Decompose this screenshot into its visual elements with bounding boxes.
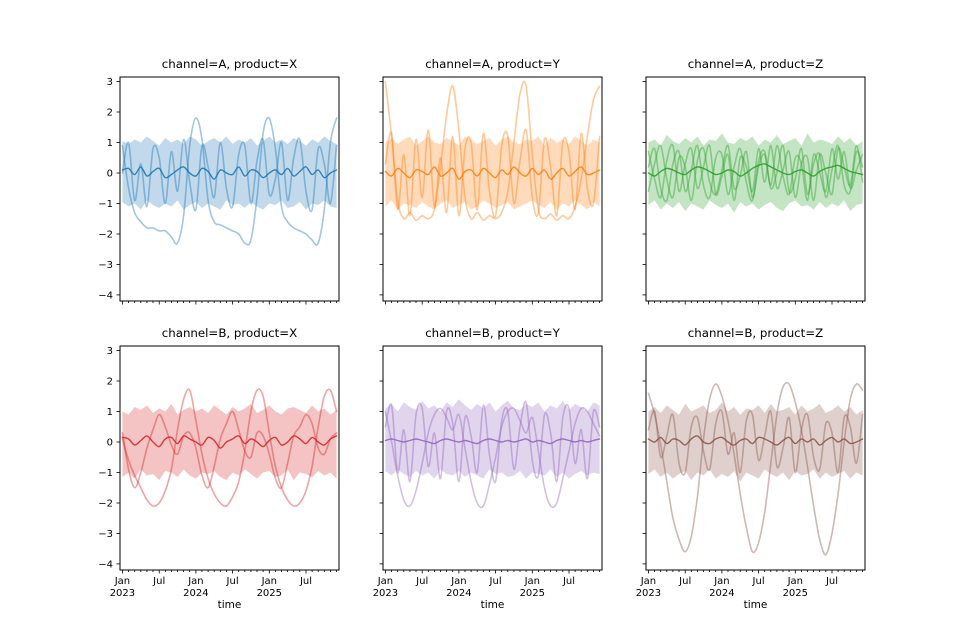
x-tick-label: Jan — [713, 576, 729, 587]
x-tick-label: Jan — [377, 576, 393, 587]
x-tick-label: Jan — [450, 576, 466, 587]
y-tick-label: −2 — [98, 499, 113, 510]
x-tick-label: Jul — [752, 576, 765, 587]
y-tick-label: 0 — [107, 438, 113, 449]
subplot-title-channel-b-product-z: channel=B, product=Z — [687, 326, 824, 340]
axes-frame — [119, 345, 340, 571]
x-axis-label: time — [743, 599, 768, 611]
series-seasonal-2 — [121, 137, 338, 213]
x-tick-label: Jul — [562, 576, 575, 587]
series-seasonal-3 — [647, 143, 864, 202]
subplot-1 — [379, 76, 603, 305]
x-tick-label: Jan — [787, 576, 803, 587]
uncertainty-band — [648, 133, 863, 213]
x-tick-label: Jan — [114, 576, 130, 587]
x-tick-label: Jul — [226, 576, 239, 587]
axes-frame — [382, 76, 603, 302]
x-tick-label-year: 2024 — [709, 588, 734, 599]
series-mean — [121, 435, 338, 449]
x-tick-label: Jan — [640, 576, 656, 587]
series-seasonal-1 — [647, 144, 864, 203]
x-tick-label: Jan — [261, 576, 277, 587]
x-tick-label-year: 2025 — [257, 588, 282, 599]
y-tick-label: −4 — [98, 290, 113, 301]
series-seasonal-2 — [384, 400, 601, 484]
series-mean — [384, 438, 601, 445]
subplot-title-channel-a-product-y: channel=A, product=Y — [425, 57, 560, 71]
y-tick-label: −4 — [98, 559, 113, 570]
x-tick-label: Jul — [489, 576, 502, 587]
y-tick-label: −3 — [98, 260, 113, 271]
uncertainty-band — [385, 136, 600, 210]
subplot-title-channel-b-product-x: channel=B, product=X — [161, 326, 298, 340]
x-tick-label-year: 2024 — [446, 588, 471, 599]
y-tick-label: 1 — [107, 138, 113, 149]
series-mean — [647, 435, 864, 446]
subplot-0: 3 2 1 0 −1 −2 −3 −4 — [98, 76, 340, 305]
series-seasonal-1 — [647, 381, 864, 556]
y-tick-label: 0 — [107, 169, 113, 180]
series-seasonal-2 — [384, 128, 601, 219]
y-tick-label: 1 — [107, 407, 113, 418]
uncertainty-band — [122, 403, 337, 481]
x-tick-label-year: 2023 — [373, 588, 398, 599]
axes-frame — [119, 76, 340, 302]
uncertainty-band — [648, 402, 863, 482]
axes-frame — [645, 345, 866, 571]
series-seasonal-2 — [647, 144, 864, 202]
x-axis-label: time — [480, 599, 505, 611]
series-mean — [647, 163, 864, 177]
series-seasonal-1 — [121, 388, 338, 508]
x-tick-label-year: 2023 — [110, 588, 135, 599]
series-seasonal-2 — [647, 409, 864, 476]
x-tick-label: Jan — [524, 576, 540, 587]
subplot-title-channel-b-product-y: channel=B, product=Y — [425, 326, 560, 340]
y-tick-label: −2 — [98, 230, 113, 241]
series-mean — [121, 166, 338, 180]
axes-frame — [382, 345, 603, 571]
x-tick-label: Jan — [187, 576, 203, 587]
series-seasonal-1 — [121, 116, 338, 246]
x-tick-label: Jul — [152, 576, 165, 587]
x-tick-label: Jul — [678, 576, 691, 587]
y-tick-label: 2 — [107, 377, 113, 388]
axes-frame — [645, 76, 866, 302]
y-tick-label: −1 — [98, 468, 113, 479]
y-tick-label: 3 — [107, 346, 113, 357]
series-seasonal-1 — [384, 80, 601, 222]
subplot-2 — [642, 76, 866, 305]
subplot-title-channel-a-product-z: channel=A, product=Z — [687, 57, 824, 71]
subplot-title-channel-a-product-x: channel=A, product=X — [161, 57, 298, 71]
x-tick-label: Jul — [415, 576, 428, 587]
y-tick-label: −3 — [98, 529, 113, 540]
uncertainty-band — [122, 136, 337, 210]
y-tick-label: 3 — [107, 77, 113, 88]
x-axis-label: time — [217, 599, 242, 611]
x-tick-label-year: 2025 — [520, 588, 545, 599]
series-mean — [384, 166, 601, 180]
x-tick-label: Jul — [299, 576, 312, 587]
y-tick-label: −1 — [98, 199, 113, 210]
x-tick-label-year: 2025 — [783, 588, 808, 599]
x-tick-label-year: 2024 — [183, 588, 208, 599]
x-tick-label-year: 2023 — [636, 588, 661, 599]
series-seasonal-1 — [384, 406, 601, 509]
y-tick-label: 2 — [107, 108, 113, 119]
series-seasonal-2 — [121, 410, 338, 490]
x-tick-label: Jul — [825, 576, 838, 587]
